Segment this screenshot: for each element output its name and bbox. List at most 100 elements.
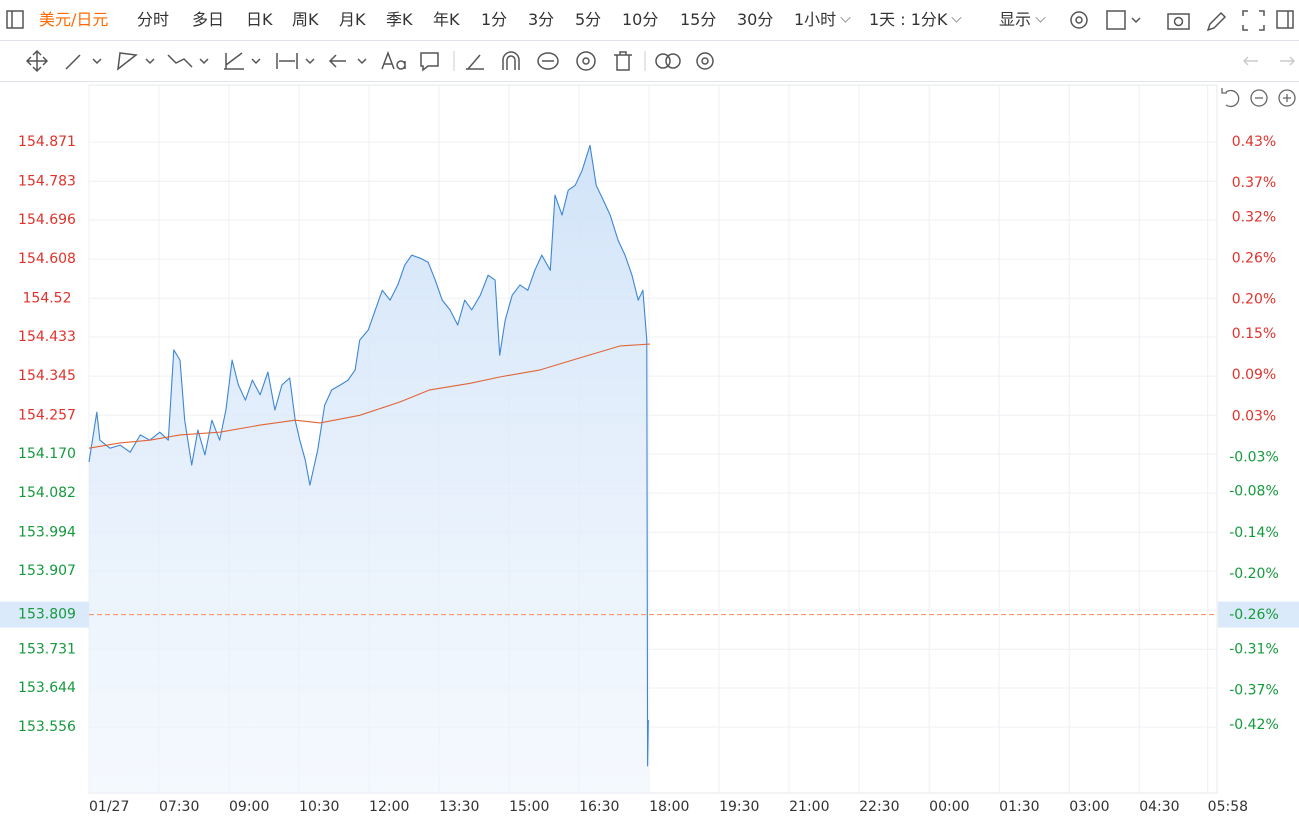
- text-tool[interactable]: [381, 50, 406, 70]
- zoom-in[interactable]: [1278, 89, 1296, 107]
- y2-tick-label: 0.26%: [1232, 251, 1276, 267]
- lock-tool[interactable]: [537, 52, 559, 70]
- toolbar-item-label: 15分: [680, 10, 717, 29]
- toolbar-item[interactable]: 显示: [999, 10, 1046, 30]
- toolbar-icons: [6, 10, 1294, 32]
- period-toolbar: 美元/日元 分时 多日 日K 周K 月K 季K 年K 1分 3分 5分 10分 15分 30分 1小时 1天 …: [0, 0, 1299, 41]
- toolbar-item[interactable]: 5分: [575, 10, 601, 30]
- toolbar-item[interactable]: 分时: [137, 10, 169, 30]
- redo[interactable]: [1280, 56, 1296, 66]
- average-line: [88, 343, 650, 449]
- move-tool[interactable]: [25, 49, 49, 73]
- toolbar-item[interactable]: 多日: [192, 10, 224, 30]
- x-tick-label: 13:30: [439, 799, 479, 815]
- reset-zoom[interactable]: [1221, 88, 1240, 108]
- arrow-tool[interactable]: [328, 54, 346, 68]
- x-tick-label: 09:00: [229, 799, 269, 815]
- delete-tool[interactable]: [614, 51, 632, 71]
- note-tool[interactable]: [420, 52, 439, 72]
- toolbar-item[interactable]: 季K: [386, 10, 413, 30]
- toolbar-item-label: 1天 : 1分K: [869, 10, 948, 29]
- y2-tick-label: -0.14%: [1229, 525, 1279, 541]
- y-tick-label: 154.783: [18, 173, 76, 189]
- y-tick-label: 154.257: [18, 407, 76, 423]
- toolbar-item[interactable]: 周K: [292, 10, 319, 30]
- zoom-out[interactable]: [1250, 89, 1268, 107]
- y2-tick-label: 0.43%: [1232, 134, 1276, 150]
- y2-tick-label: -0.20%: [1229, 566, 1279, 582]
- line-tool[interactable]: [65, 54, 81, 70]
- toolbar-item[interactable]: 10分: [622, 10, 658, 30]
- x-tick-label: 21:00: [789, 799, 829, 815]
- x-tick-label: 19:30: [719, 799, 759, 815]
- camera-icon[interactable]: [1167, 13, 1190, 30]
- y-tick-label: 154.170: [18, 446, 76, 462]
- price-line: [88, 144, 649, 767]
- y2-tick-label: 0.15%: [1232, 326, 1276, 342]
- magnet-tool[interactable]: [502, 51, 520, 70]
- toolbar-item[interactable]: 1小时: [794, 10, 851, 30]
- y-tick-label: 153.907: [18, 563, 76, 579]
- dropdown-chevron: [1035, 12, 1046, 23]
- y2-tick-label: 0.37%: [1232, 175, 1276, 191]
- toolbar-item-label: 季K: [386, 10, 413, 29]
- camera-lens: [1173, 16, 1184, 27]
- layout-icon[interactable]: [1106, 10, 1126, 30]
- compare-icon-2: [665, 53, 681, 69]
- toolbar-item-label: 多日: [192, 10, 225, 29]
- chevron: [92, 58, 102, 65]
- fib-tool[interactable]: [224, 52, 244, 70]
- measure-tool[interactable]: [276, 53, 298, 69]
- chevron: [305, 58, 315, 65]
- undo[interactable]: [1242, 56, 1258, 66]
- y-tick-label: 154.082: [18, 485, 76, 501]
- toolbar-item[interactable]: 美元/日元: [39, 10, 108, 30]
- zoom-controls: [1221, 88, 1296, 108]
- pencil-icon[interactable]: [1206, 11, 1227, 32]
- toolbar-item[interactable]: 年K: [433, 10, 460, 30]
- toolbar-item[interactable]: 月K: [339, 10, 366, 30]
- compare-icon[interactable]: [655, 53, 671, 69]
- y-tick-label: 154.608: [18, 251, 76, 267]
- price-area: [89, 145, 649, 794]
- y-tick-label: 154.871: [18, 134, 76, 150]
- indicator-settings[interactable]: [696, 52, 714, 70]
- toolbar-item[interactable]: 1分: [481, 10, 507, 30]
- toolbar-item[interactable]: 日K: [246, 10, 273, 30]
- toolbar-item[interactable]: 1天 : 1分K: [869, 10, 963, 30]
- indicator-settings-center: [701, 57, 709, 65]
- y2-tick-label: -0.08%: [1229, 484, 1279, 500]
- toolbar-item[interactable]: 15分: [680, 10, 716, 30]
- last-price-label: 153.809: [18, 607, 76, 623]
- toolbar-item[interactable]: 3分: [528, 10, 554, 30]
- chevron: [199, 58, 209, 65]
- fullscreen-icon[interactable]: [1242, 10, 1265, 31]
- sidebar-toggle[interactable]: [6, 10, 24, 29]
- y2-tick-label: -0.37%: [1229, 683, 1279, 699]
- angle-tool[interactable]: [466, 54, 484, 70]
- panel-toggle[interactable]: [1276, 10, 1294, 29]
- toolbar-item-label: 日K: [246, 10, 273, 29]
- visibility-tool[interactable]: [576, 51, 596, 71]
- y-tick-label: 154.52: [23, 290, 72, 306]
- x-tick-label: 15:00: [509, 799, 549, 815]
- toolbar-item-label: 美元/日元: [39, 10, 109, 29]
- x-tick-label: 00:00: [929, 799, 969, 815]
- layout-chevron: [1131, 17, 1141, 24]
- y2-tick-label: 0.20%: [1232, 292, 1276, 308]
- toolbar-item-label: 10分: [622, 10, 659, 29]
- settings-icon[interactable]: [1070, 11, 1088, 29]
- y2-tick-label: 0.32%: [1232, 209, 1276, 225]
- toolbar-item[interactable]: 30分: [737, 10, 773, 30]
- drawing-toolbar: [0, 41, 1299, 82]
- toolbar-item-label: 5分: [575, 10, 602, 29]
- y-tick-label: 153.994: [18, 524, 76, 540]
- wave-tool[interactable]: [167, 54, 193, 68]
- toolbar-item-label: 3分: [528, 10, 555, 29]
- toolbar-item-label: 30分: [737, 10, 774, 29]
- toolbar-item-label: 年K: [433, 10, 460, 29]
- y2-tick-label: 0.09%: [1232, 367, 1276, 383]
- zoom-in-sign: [1283, 94, 1291, 102]
- toolbar-item-label: 月K: [339, 10, 366, 29]
- shape-tool[interactable]: [117, 52, 138, 71]
